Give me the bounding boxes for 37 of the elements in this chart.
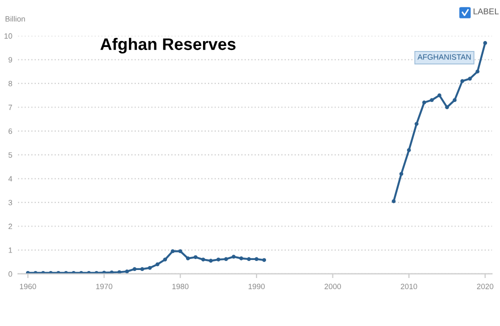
point (201, 258, 206, 262)
point (262, 258, 266, 262)
point (125, 270, 129, 274)
point (26, 270, 30, 274)
point (452, 98, 457, 102)
point (163, 258, 168, 262)
point (445, 105, 449, 110)
point (194, 255, 198, 260)
point (406, 148, 411, 152)
point (186, 256, 190, 260)
point (170, 249, 175, 254)
point (132, 267, 137, 272)
point (232, 254, 236, 259)
point (224, 257, 228, 262)
point (476, 70, 480, 74)
point (460, 79, 464, 84)
point (483, 41, 488, 45)
point (140, 267, 144, 272)
point (208, 258, 213, 263)
point (246, 257, 251, 262)
point (239, 256, 244, 260)
point (437, 93, 442, 98)
point (117, 270, 122, 274)
point (254, 257, 258, 262)
point (148, 266, 152, 270)
text: LABEL (474, 8, 499, 14)
point (422, 100, 426, 104)
point (430, 98, 434, 102)
point (156, 262, 160, 266)
point (414, 122, 418, 126)
point (216, 258, 220, 262)
point (178, 249, 182, 254)
chart-title: Afghan Reserves (100, 38, 236, 54)
point (468, 76, 472, 81)
point (110, 270, 114, 274)
point (399, 172, 404, 176)
point (392, 199, 396, 204)
